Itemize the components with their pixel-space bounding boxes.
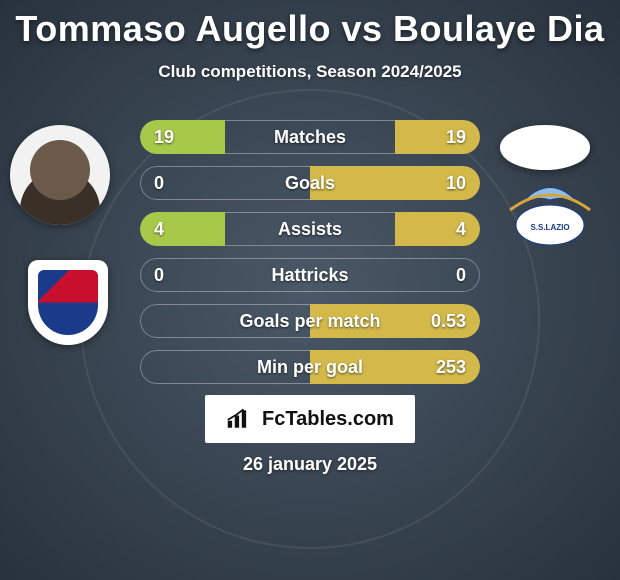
page-title: Tommaso Augello vs Boulaye Dia: [0, 8, 620, 50]
stat-label: Goals: [140, 166, 480, 200]
stats-rows: 1919Matches 010Goals 44Assists 00Hattricks 0…: [140, 120, 480, 396]
player-right-avatar: [500, 125, 590, 170]
svg-text:S.S.LAZIO: S.S.LAZIO: [530, 223, 569, 232]
stat-row: 253Min per goal: [140, 350, 480, 384]
stat-row: 00Hattricks: [140, 258, 480, 292]
stat-label: Hattricks: [140, 258, 480, 292]
date-text: 26 january 2025: [0, 454, 620, 475]
branding-badge: FcTables.com: [205, 395, 415, 443]
stat-row: 0.53Goals per match: [140, 304, 480, 338]
stat-label: Min per goal: [140, 350, 480, 384]
stat-label: Matches: [140, 120, 480, 154]
stat-label: Assists: [140, 212, 480, 246]
club-right-crest: S.S.LAZIO: [500, 165, 600, 255]
player-left-avatar: [10, 125, 110, 225]
bars-icon: [226, 407, 254, 431]
stat-row: 010Goals: [140, 166, 480, 200]
page-subtitle: Club competitions, Season 2024/2025: [0, 62, 620, 82]
club-left-crest: [28, 260, 108, 345]
stat-label: Goals per match: [140, 304, 480, 338]
stat-row: 1919Matches: [140, 120, 480, 154]
branding-text: FcTables.com: [262, 408, 394, 431]
stat-row: 44Assists: [140, 212, 480, 246]
